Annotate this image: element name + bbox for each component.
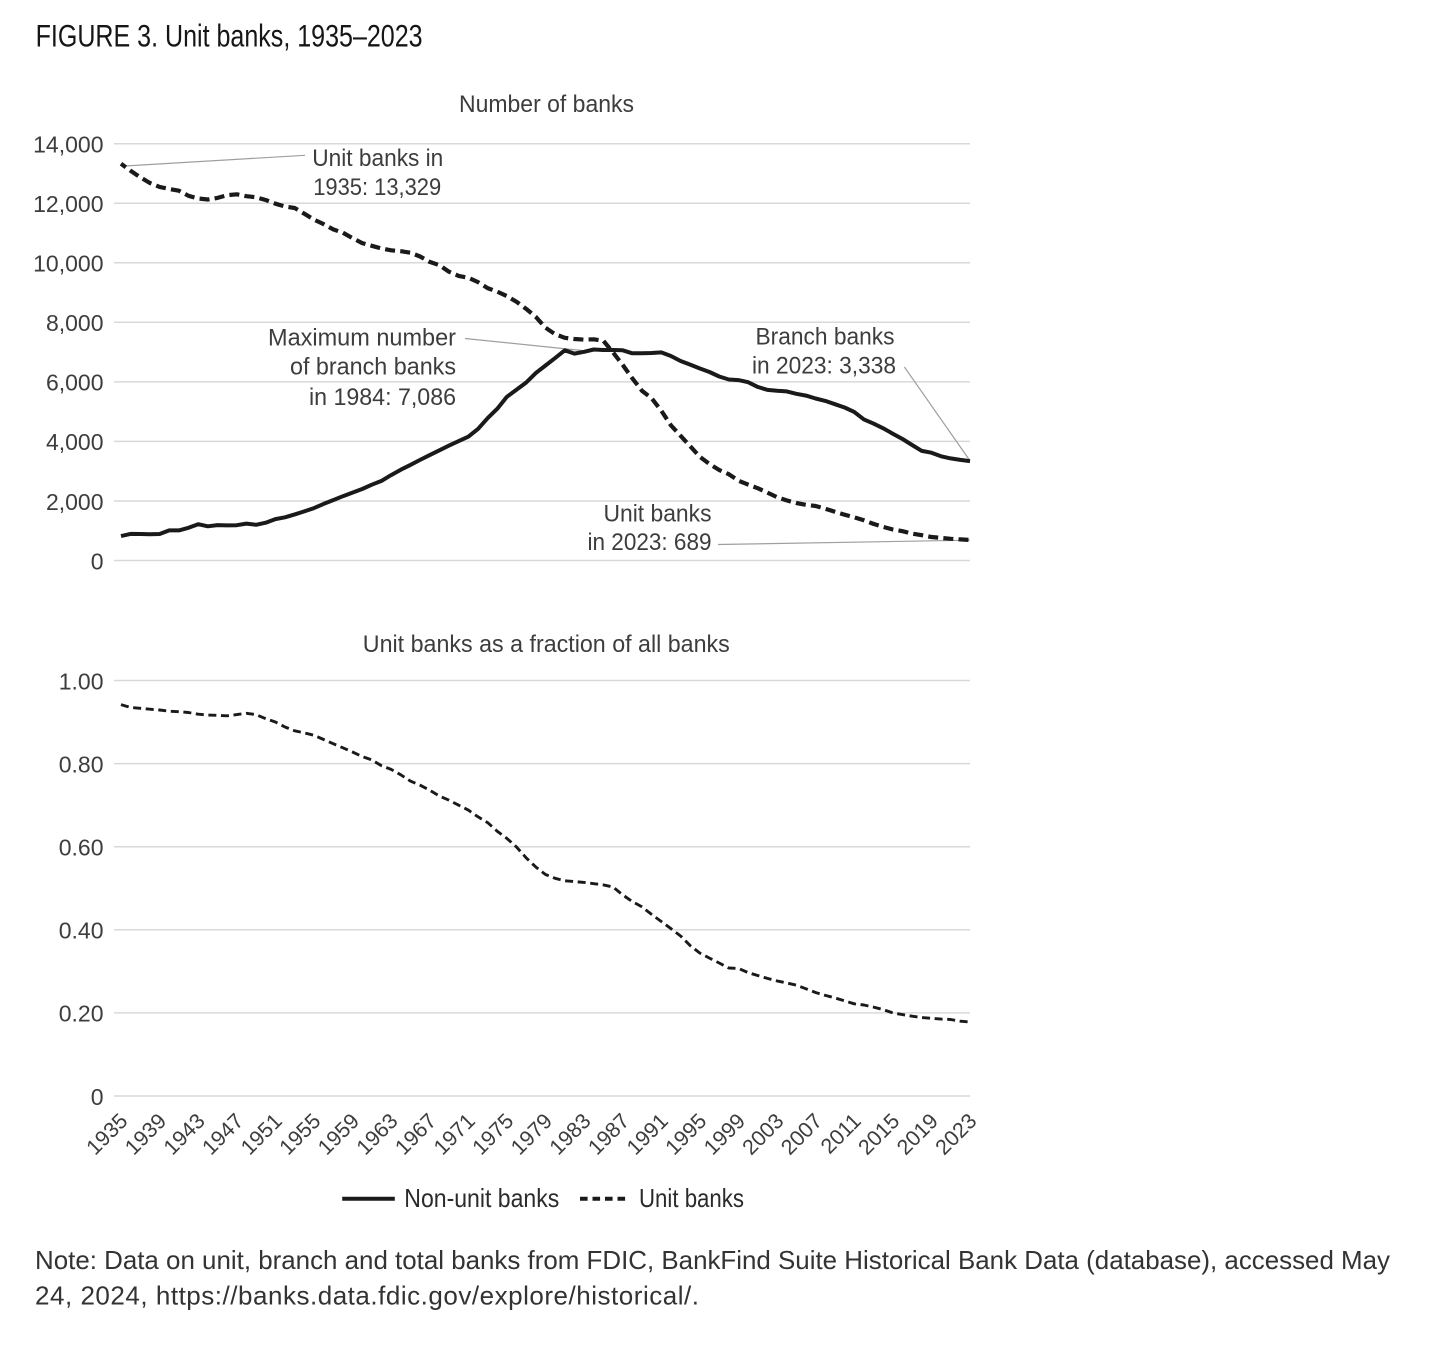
svg-text:0.60: 0.60 xyxy=(59,835,104,861)
svg-text:of branch banks: of branch banks xyxy=(290,354,456,381)
svg-text:0.40: 0.40 xyxy=(59,918,104,944)
svg-text:Unit banks in: Unit banks in xyxy=(312,145,443,172)
svg-text:Maximum number: Maximum number xyxy=(268,325,456,352)
svg-text:Unit banks: Unit banks xyxy=(639,1183,744,1213)
svg-text:14,000: 14,000 xyxy=(33,132,103,158)
svg-text:Unit banks: Unit banks xyxy=(604,500,712,527)
svg-text:0: 0 xyxy=(91,548,104,574)
svg-text:24, 2024, https://banks.data.f: 24, 2024, https://banks.data.fdic.gov/ex… xyxy=(35,1281,699,1311)
svg-text:4,000: 4,000 xyxy=(46,429,104,455)
svg-text:0: 0 xyxy=(91,1084,104,1110)
svg-text:0.20: 0.20 xyxy=(59,1001,104,1027)
svg-text:in 1984: 7,086: in 1984: 7,086 xyxy=(309,384,456,411)
svg-text:1.00: 1.00 xyxy=(59,668,104,694)
svg-text:FIGURE 3. Unit banks, 1935–202: FIGURE 3. Unit banks, 1935–2023 xyxy=(36,18,423,54)
svg-text:6,000: 6,000 xyxy=(46,370,104,396)
svg-text:12,000: 12,000 xyxy=(33,191,103,217)
svg-text:Number of banks: Number of banks xyxy=(459,91,634,118)
svg-text:Non-unit banks: Non-unit banks xyxy=(404,1183,559,1213)
svg-text:in 2023: 3,338: in 2023: 3,338 xyxy=(752,353,896,380)
svg-text:10,000: 10,000 xyxy=(33,251,103,277)
svg-text:in 2023: 689: in 2023: 689 xyxy=(588,529,712,556)
svg-text:Unit banks as a fraction of al: Unit banks as a fraction of all banks xyxy=(363,631,730,658)
svg-text:Branch banks: Branch banks xyxy=(756,323,895,350)
svg-text:8,000: 8,000 xyxy=(46,310,104,336)
svg-text:0.80: 0.80 xyxy=(59,751,104,777)
svg-text:2,000: 2,000 xyxy=(46,489,104,515)
svg-text:1935: 13,329: 1935: 13,329 xyxy=(313,174,441,201)
svg-text:Note: Data on unit, branch and: Note: Data on unit, branch and total ban… xyxy=(35,1245,1390,1275)
